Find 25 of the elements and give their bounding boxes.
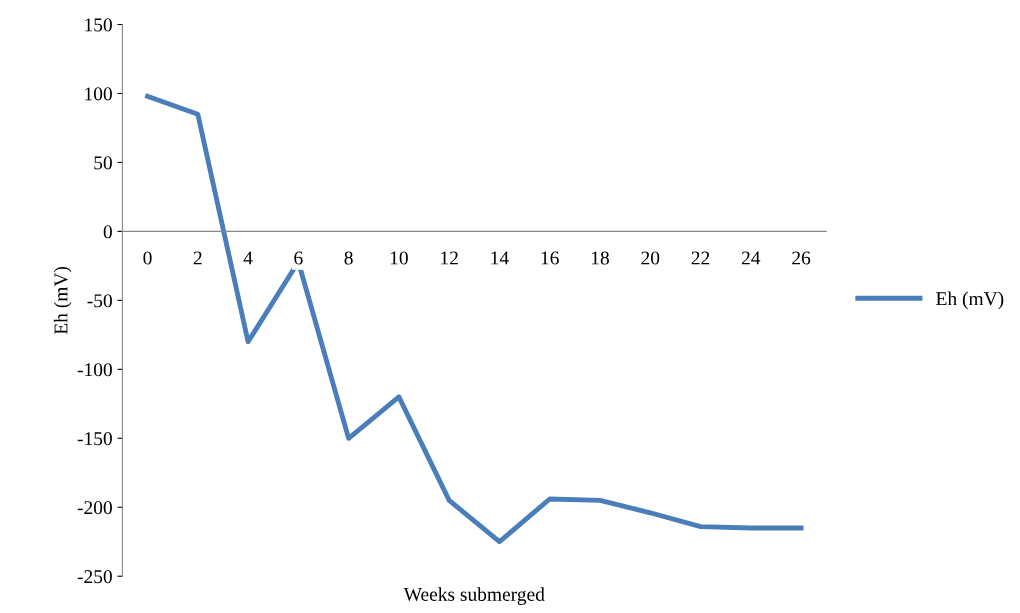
x-tick-label: 14 bbox=[491, 251, 509, 265]
x-tick-label: 8 bbox=[344, 251, 353, 265]
x-tick-label: 0 bbox=[143, 251, 152, 265]
y-tick-label: -200 bbox=[77, 501, 112, 515]
y-tick-label: 0 bbox=[103, 225, 112, 239]
x-tick-label: 10 bbox=[390, 251, 408, 265]
y-axis-title: Eh (mV) bbox=[53, 266, 72, 335]
x-tick-label: 4 bbox=[243, 251, 253, 265]
y-tick-label: -150 bbox=[77, 432, 112, 446]
y-tick-label: 100 bbox=[85, 87, 112, 101]
x-axis-title: Weeks submerged bbox=[403, 587, 545, 605]
y-tick-label: -250 bbox=[77, 570, 112, 584]
y-tick-label: 150 bbox=[85, 18, 112, 32]
x-tick-label: 18 bbox=[591, 251, 609, 265]
x-tick-label: 22 bbox=[691, 251, 710, 265]
x-tick-label: 12 bbox=[441, 251, 458, 265]
y-tick-label: 50 bbox=[94, 156, 112, 170]
x-tick-label: 20 bbox=[641, 251, 660, 265]
x-tick-label: 16 bbox=[541, 251, 559, 265]
x-tick-label: 24 bbox=[741, 251, 761, 265]
x-tick-label: 2 bbox=[193, 251, 202, 265]
legend-label: Eh (mV) bbox=[936, 291, 1004, 310]
y-tick-label: -100 bbox=[77, 363, 112, 377]
x-tick-label: 26 bbox=[792, 251, 811, 265]
y-tick-label: -50 bbox=[87, 294, 112, 308]
